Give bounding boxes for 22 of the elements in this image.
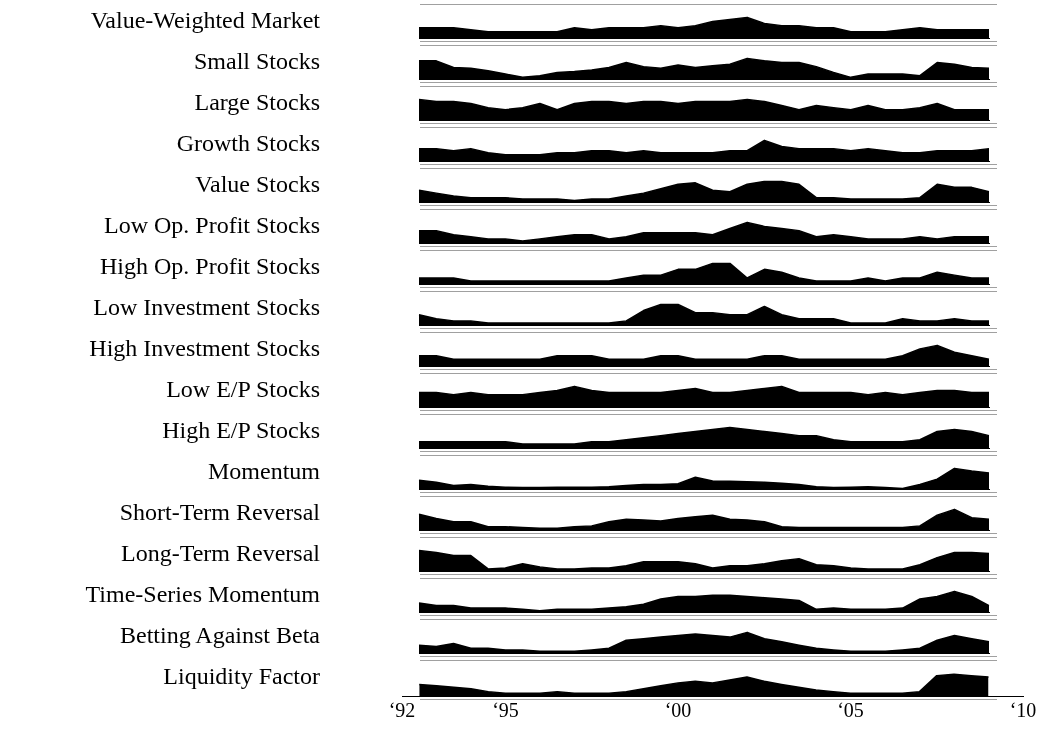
x-tick-label: ‘05	[837, 699, 864, 722]
y-axis-title: Value Stocks	[194, 171, 320, 197]
y-axis-title: Large Stocks	[193, 89, 320, 115]
x-tick-label: ‘95	[492, 699, 519, 722]
y-axis-title: Low Investment Stocks	[92, 294, 320, 320]
y-axis-title: Small Stocks	[193, 48, 320, 74]
y-axis-title: Value-Weighted Market	[89, 7, 320, 33]
y-axis-title: Momentum	[207, 458, 320, 484]
y-axis-title: Long-Term Reversal	[120, 540, 320, 566]
y-axis-title: Short-Term Reversal	[118, 499, 320, 525]
y-axis-title: Growth Stocks	[175, 130, 320, 156]
x-tick-label: ‘00	[664, 699, 692, 722]
y-axis-title: Low Op. Profit Stocks	[103, 212, 320, 238]
y-axis-title: Time-Series Momentum	[84, 581, 320, 607]
y-axis-title: High Investment Stocks	[88, 335, 320, 361]
x-tick-label: ‘10	[1009, 699, 1037, 722]
y-axis-title: Liquidity Factor	[162, 663, 320, 689]
y-axis-title: Betting Against Beta	[119, 622, 320, 648]
x-tick-label: ‘92	[388, 699, 416, 722]
y-axis-title: High Op. Profit Stocks	[99, 253, 320, 279]
y-axis-title: Low E/P Stocks	[165, 376, 320, 402]
y-axis-title: High E/P Stocks	[161, 417, 320, 443]
